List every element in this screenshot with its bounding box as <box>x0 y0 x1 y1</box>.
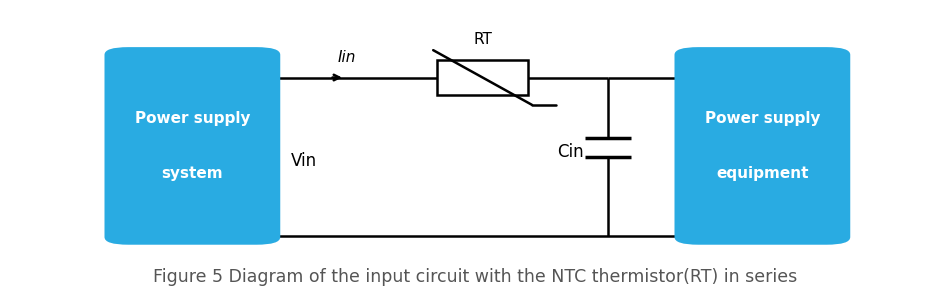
Text: Power supply: Power supply <box>705 111 820 126</box>
Text: system: system <box>162 166 223 181</box>
FancyBboxPatch shape <box>104 47 280 245</box>
Text: equipment: equipment <box>716 166 808 181</box>
Text: Cin: Cin <box>558 143 584 161</box>
FancyBboxPatch shape <box>674 47 850 245</box>
Text: Power supply: Power supply <box>135 111 250 126</box>
Text: RT: RT <box>473 32 492 47</box>
Text: Figure 5 Diagram of the input circuit with the NTC thermistor(RT) in series: Figure 5 Diagram of the input circuit wi… <box>153 268 797 286</box>
Text: Iin: Iin <box>337 50 356 65</box>
Bar <box>437 60 528 95</box>
Text: Vin: Vin <box>291 152 317 170</box>
